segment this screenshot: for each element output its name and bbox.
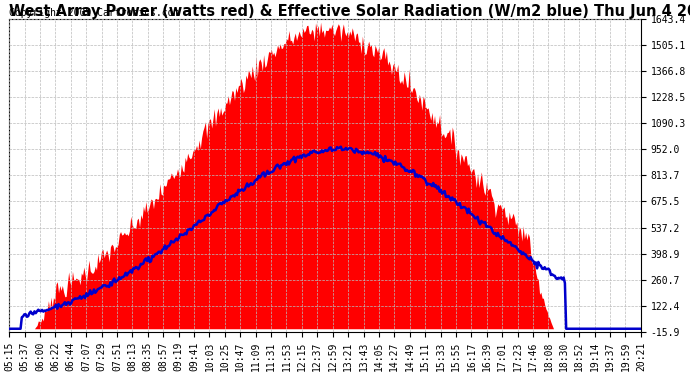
Text: West Array Power (watts red) & Effective Solar Radiation (W/m2 blue) Thu Jun 4 2: West Array Power (watts red) & Effective… bbox=[9, 4, 690, 19]
Text: Copyright 2009 Cartronics.com: Copyright 2009 Cartronics.com bbox=[9, 8, 179, 18]
